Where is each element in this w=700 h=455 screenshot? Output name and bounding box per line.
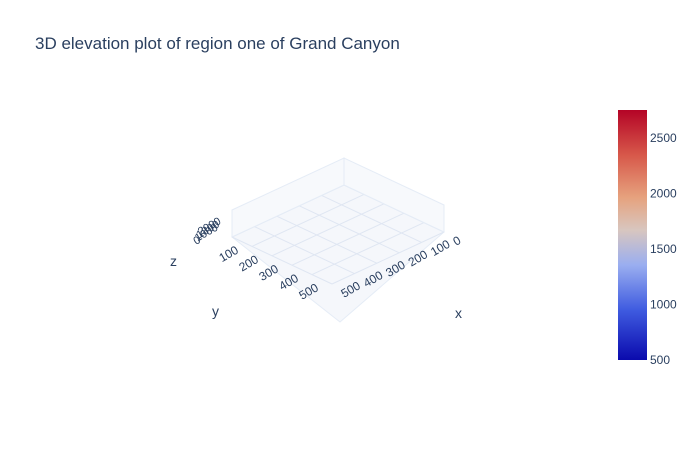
chart-title: 3D elevation plot of region one of Grand… — [35, 34, 400, 54]
colorbar-tick-label: 2500 — [650, 131, 677, 145]
z-axis-title: z — [170, 253, 177, 269]
colorbar-tick-labels: 500 1000 1500 2000 2500 — [650, 131, 677, 367]
scene-grid — [232, 158, 444, 322]
colorbar-gradient — [618, 110, 647, 360]
colorbar-tick-label: 2000 — [650, 186, 677, 200]
y-axis-title: y — [212, 303, 219, 319]
x-axis-title: x — [455, 305, 462, 321]
colorbar-tick-label: 1000 — [650, 297, 677, 311]
x-tick-label: 0 — [451, 233, 464, 249]
3d-scene[interactable]: 0100200300400500100200300400500010001800… — [170, 158, 464, 322]
colorbar-tick-label: 500 — [650, 353, 670, 367]
colorbar-tick-label: 1500 — [650, 242, 677, 256]
colorbar: 500 1000 1500 2000 2500 — [618, 110, 677, 367]
